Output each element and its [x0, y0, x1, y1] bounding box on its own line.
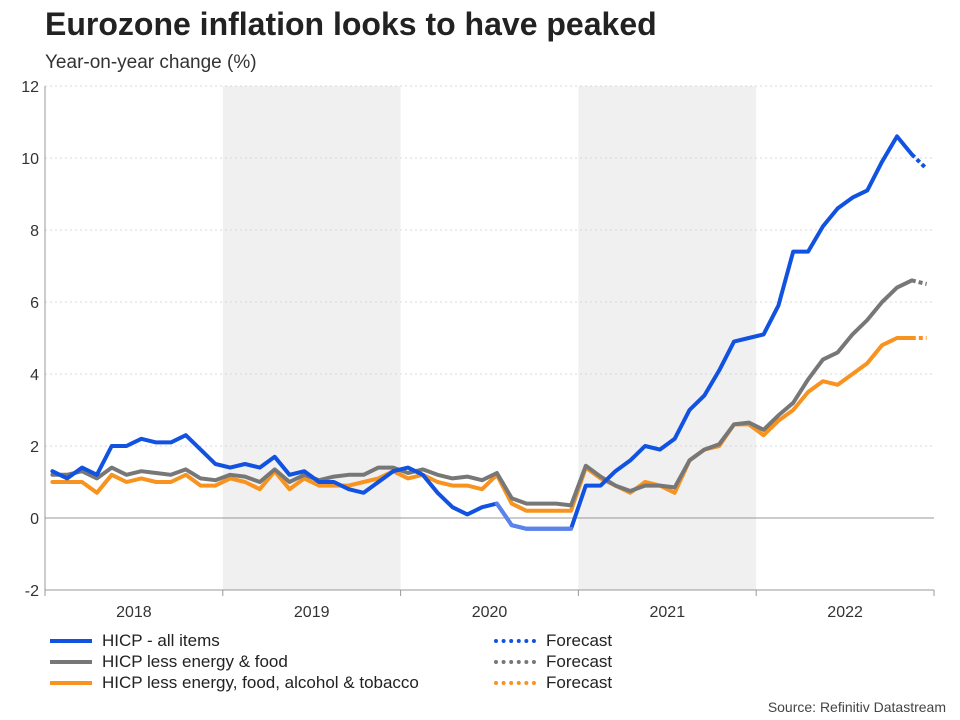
legend-item-forecast-core: Forecast: [494, 672, 612, 694]
legend-label: Forecast: [546, 631, 613, 650]
forecast-line-3: [911, 278, 928, 286]
y-tick-label: 12: [21, 79, 39, 96]
series-lines: [50, 134, 928, 531]
gridlines: [45, 85, 934, 447]
x-year-labels: 2018 2019 2020 2021 2022: [116, 604, 863, 621]
legend-swatch: [494, 660, 536, 664]
legend: HICP - all items Forecast HICP less ener…: [50, 630, 650, 696]
legend-item-forecast-all-items: Forecast: [494, 630, 612, 652]
legend-label: HICP less energy, food, alcohol & tobacc…: [102, 673, 419, 692]
legend-label: HICP - all items: [102, 631, 220, 650]
legend-item-hicp-all-items: HICP - all items: [50, 630, 220, 652]
y-tick-label: 6: [30, 295, 39, 312]
y-tick-label: -2: [25, 583, 39, 600]
chart-subtitle: Year-on-year change (%): [45, 52, 257, 73]
shaded-year-bands: [222, 86, 757, 590]
y-tick-label: 2: [30, 439, 39, 456]
legend-label: HICP less energy & food: [102, 652, 288, 671]
series-line-4: [50, 336, 914, 513]
x-tick-label: 2022: [827, 604, 863, 621]
y-tick-label: 8: [30, 223, 39, 240]
x-tick-label: 2018: [116, 604, 152, 621]
x-tick-label: 2020: [472, 604, 508, 621]
y-tick-label: 4: [30, 367, 39, 384]
legend-item-hicp-less-energy-food: HICP less energy & food: [50, 651, 288, 673]
legend-swatch: [50, 660, 92, 664]
y-tick-labels: -2 0 2 4 6 8 10 12: [21, 79, 39, 600]
legend-label: Forecast: [546, 652, 613, 671]
axes: [44, 86, 935, 596]
source-note: Source: Refinitiv Datastream: [767, 699, 946, 715]
legend-swatch: [50, 639, 92, 643]
forecast-line-1: [910, 152, 928, 171]
legend-swatch: [50, 681, 92, 685]
chart-title: Eurozone inflation looks to have peaked: [45, 6, 657, 42]
legend-label: Forecast: [546, 673, 613, 692]
series-line-0: [50, 134, 914, 531]
y-tick-label: 0: [30, 511, 39, 528]
y-tick-label: 10: [21, 151, 39, 168]
shaded-band-2019: [222, 86, 401, 590]
line-chart: -2 0 2 4 6 8 10 12 2018 2019 2020 2021 2022: [21, 79, 935, 621]
series-line-highlight: [494, 501, 573, 531]
legend-swatch: [494, 681, 536, 685]
series-line-2: [50, 278, 914, 508]
legend-item-forecast-energy-food: Forecast: [494, 651, 612, 673]
legend-swatch: [494, 639, 536, 643]
x-tick-label: 2019: [294, 604, 330, 621]
legend-item-hicp-core: HICP less energy, food, alcohol & tobacc…: [50, 672, 419, 694]
x-tick-label: 2021: [650, 604, 686, 621]
shaded-band-2021: [578, 86, 757, 590]
